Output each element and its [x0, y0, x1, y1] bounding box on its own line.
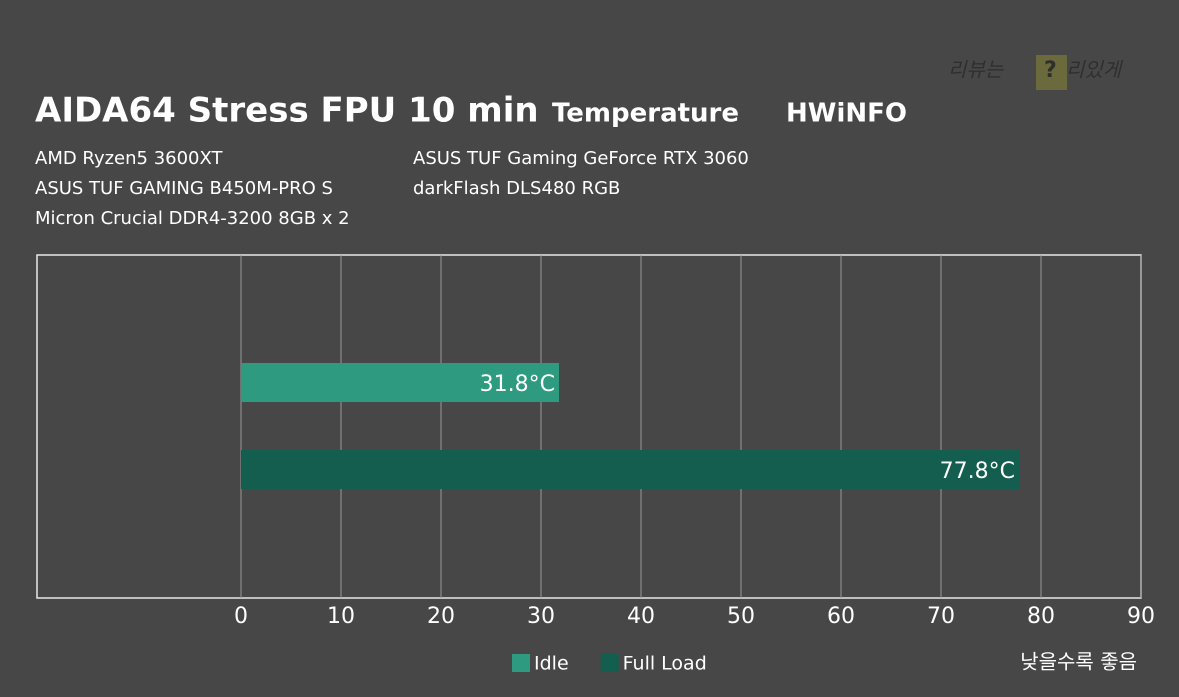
- x-tick-label: 10: [327, 604, 355, 629]
- x-tick-label: 80: [1027, 604, 1055, 629]
- value-label: 31.8°C: [480, 372, 555, 397]
- subtitle: Temperature: [552, 99, 739, 129]
- bar: [241, 450, 1019, 489]
- note: 낮을수록 좋음: [1020, 650, 1137, 674]
- bar: [241, 363, 559, 402]
- x-tick-label: 70: [927, 604, 955, 629]
- legend-label: Idle: [534, 653, 569, 675]
- x-tick-label: 40: [627, 604, 655, 629]
- x-tick-label: 90: [1127, 604, 1155, 629]
- spec: Micron Crucial DDR4-3200 8GB x 2: [35, 208, 350, 229]
- x-tick-label: 30: [527, 604, 555, 629]
- spec: AMD Ryzen5 3600XT: [35, 148, 224, 169]
- value-label: 77.8°C: [940, 459, 1015, 484]
- x-tick-label: 20: [427, 604, 455, 629]
- watermark-box: [1036, 55, 1067, 90]
- spec: ASUS TUF Gaming GeForce RTX 3060: [413, 148, 749, 169]
- watermark: 리뷰는: [948, 58, 1005, 82]
- chart-title: AIDA64 Stress FPU 10 min: [35, 91, 539, 131]
- x-tick-label: 0: [234, 604, 248, 629]
- x-tick-label: 60: [827, 604, 855, 629]
- subtitle: HWiNFO: [786, 99, 907, 129]
- watermark: ?: [1044, 58, 1057, 83]
- x-tick-label: 50: [727, 604, 755, 629]
- legend-swatch: [512, 654, 530, 672]
- spec: ASUS TUF GAMING B450M-PRO S: [35, 178, 333, 199]
- legend-swatch: [600, 654, 619, 672]
- legend-label: Full Load: [623, 653, 707, 675]
- spec: darkFlash DLS480 RGB: [413, 178, 620, 199]
- watermark: 리있게: [1066, 58, 1124, 82]
